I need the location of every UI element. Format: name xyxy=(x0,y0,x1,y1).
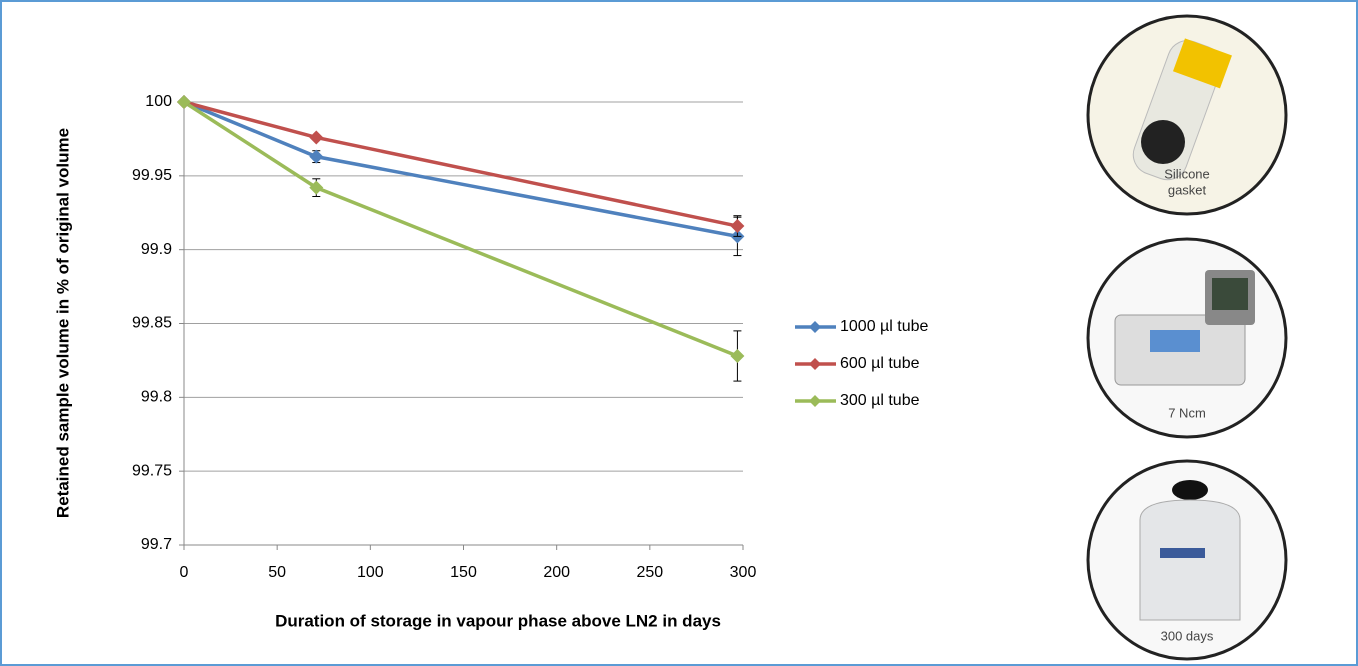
x-axis-title: Duration of storage in vapour phase abov… xyxy=(275,611,721,630)
x-tick-label: 200 xyxy=(543,564,570,581)
legend-label: 300 µl tube xyxy=(840,392,920,409)
legend-label: 600 µl tube xyxy=(840,355,920,372)
x-tick-label: 50 xyxy=(268,564,286,581)
y-tick-label: 99.7 xyxy=(141,536,172,553)
panel-caption: gasket xyxy=(1168,182,1207,197)
panel-caption: Silicone xyxy=(1164,166,1210,181)
x-tick-label: 0 xyxy=(180,564,189,581)
page: {"chart_data": {"type": "line", "xlabel"… xyxy=(0,0,1358,666)
y-tick-label: 99.9 xyxy=(141,241,172,258)
x-tick-label: 150 xyxy=(450,564,477,581)
x-tick-label: 100 xyxy=(357,564,384,581)
y-axis-title: Retained sample volume in % of original … xyxy=(53,128,72,518)
y-tick-label: 100 xyxy=(145,93,172,110)
x-tick-label: 250 xyxy=(636,564,663,581)
chart: Duration of storage in vapour phase abov… xyxy=(0,0,1358,666)
y-tick-label: 99.8 xyxy=(141,389,172,406)
x-tick-label: 300 xyxy=(730,564,757,581)
y-tick-label: 99.75 xyxy=(132,462,172,479)
legend-label: 1000 µl tube xyxy=(840,318,929,335)
panel-caption: 7 Ncm xyxy=(1168,405,1206,420)
y-tick-label: 99.95 xyxy=(132,167,172,184)
panel-caption: 300 days xyxy=(1161,628,1214,643)
y-tick-label: 99.85 xyxy=(132,315,172,332)
